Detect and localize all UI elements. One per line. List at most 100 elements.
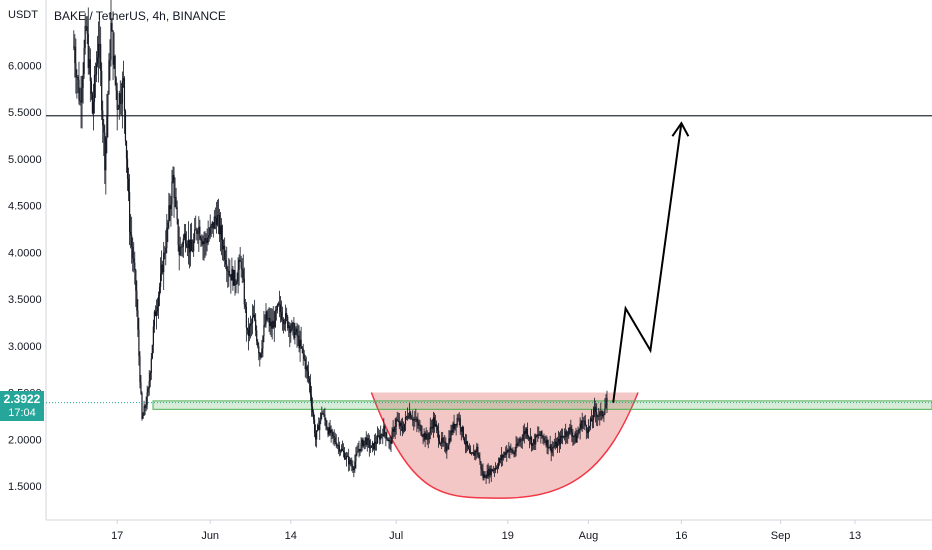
candle-body [275,310,277,311]
candle-body [331,429,333,433]
candle-body [416,418,418,423]
candle-body [563,435,565,437]
candle-body [524,431,526,434]
candle-body [490,469,492,476]
candle-body [560,435,563,438]
candle-body [361,439,363,444]
candle-body [279,304,282,312]
candle-body [466,441,469,447]
candle-body [114,55,116,78]
candle-body [363,440,365,447]
candle-body [306,366,308,372]
candle-body [550,444,552,453]
candle-body [143,406,145,416]
candle-body [195,229,197,231]
candle-body [188,239,191,253]
candle-body [430,426,432,428]
candle-body [337,445,339,447]
candle-body [327,429,329,435]
candle-body [585,425,587,431]
candle-body [266,311,268,320]
candle-body [395,419,397,427]
candle-body [405,416,408,418]
candle-body [604,408,606,415]
candle-body [111,23,113,31]
candle-body [488,468,490,477]
candle-body [498,458,501,463]
candle-body [215,218,217,225]
candle-body [300,339,302,347]
candle-body [245,306,247,328]
candle-body [493,469,495,471]
candle-body [175,197,177,208]
candle-body [238,259,240,270]
candle-body [603,414,605,416]
candle-body [187,239,190,248]
candle-body [507,449,509,452]
candle-body [149,372,151,382]
candle-body [310,394,313,407]
candle-body [336,445,338,447]
candle-body [501,455,503,461]
candle-body [408,416,410,418]
candle-body [386,438,388,440]
candle-body [293,323,295,339]
candle-body [329,426,331,434]
candle-body [380,434,382,440]
candle-body [284,323,286,325]
candle-body [449,438,451,441]
candle-body [437,430,440,441]
candle-body [333,436,335,438]
candle-body [87,33,89,68]
candle-body [377,435,379,444]
candle-body [374,441,377,444]
candle-body [231,269,233,281]
candle-body [565,431,567,437]
candle-body [121,80,123,104]
candle-body [440,443,442,445]
candle-body [295,328,297,333]
candle-body [367,437,369,441]
candle-body [600,411,602,413]
candle-body [584,420,586,426]
candle-body [150,358,152,373]
candle-body [340,448,343,451]
candle-body [318,425,320,431]
candle-body [471,453,473,455]
candle-body [257,341,259,347]
candle-body [583,420,585,422]
candle-body [458,418,460,420]
candle-body [574,433,576,437]
candle-body [110,23,112,60]
candle-body [339,450,341,452]
candle-body [459,418,461,428]
candle-body [315,433,317,440]
candle-body [602,415,604,417]
candle-body [280,311,283,320]
candle-body [168,205,170,223]
candle-body [136,290,138,311]
candle-body [182,238,184,247]
candle-body [76,77,78,78]
candle-body [277,303,279,305]
candle-body [475,451,477,453]
candle-body [555,441,557,448]
candle-body [120,103,122,105]
candle-body [83,47,85,74]
candle-body [362,439,364,447]
candle-body [594,407,596,410]
candle-body [240,261,242,269]
candle-body [185,243,188,247]
candle-body [298,335,300,349]
candle-body [571,432,573,437]
candle-body [112,30,114,65]
candle-body [100,44,102,71]
candle-body [104,132,106,171]
candle-body [456,418,458,426]
candle-body [541,431,543,437]
candle-body [435,424,438,427]
candle-body [385,432,387,439]
candle-body [261,348,263,354]
candle-body [106,116,108,139]
